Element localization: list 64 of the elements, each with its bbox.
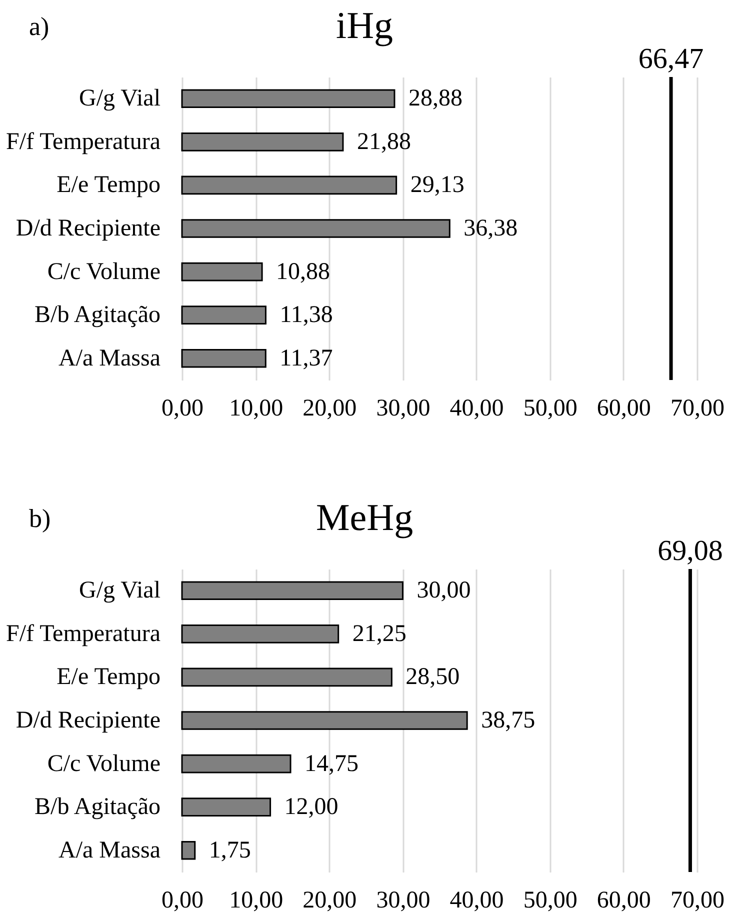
y-tick-label: C/c Volume: [47, 258, 160, 285]
text: a): [29, 12, 50, 41]
ref-line-label: 69,08: [658, 535, 723, 567]
y-tick-label: A/a Massa: [58, 345, 161, 372]
x-tick-label: 30,00: [376, 888, 430, 914]
bar: [181, 176, 398, 195]
y-tick-label: E/e Tempo: [56, 664, 160, 690]
bar: [181, 348, 266, 368]
data-label: 38,75: [481, 708, 536, 734]
x-tick-label: 70,00: [670, 888, 724, 914]
y-tick-label: F/f Temperatura: [6, 620, 161, 647]
bar: [181, 262, 263, 282]
bar: [181, 624, 340, 644]
bar: [181, 132, 344, 152]
data-label: 36,38: [464, 216, 518, 242]
data-label: 10,88: [276, 258, 330, 285]
y-tick-label: D/d Recipiente: [16, 708, 160, 734]
data-label: 28,88: [408, 86, 462, 112]
y-tick-label: E/e Tempo: [56, 172, 160, 198]
x-tick-label: 50,00: [523, 888, 578, 914]
y-tick-label: F/f Temperatura: [6, 128, 161, 155]
chart-title: MeHg: [316, 497, 414, 539]
bar: [181, 219, 450, 238]
data-label: 30,00: [416, 578, 471, 604]
data-label: 21,25: [352, 620, 406, 647]
y-tick-label: G/g Vial: [79, 86, 161, 112]
bar: [181, 798, 272, 816]
x-tick-label: 20,00: [302, 888, 357, 914]
bar: [181, 711, 468, 730]
x-tick-label: 20,00: [302, 396, 357, 422]
y-tick-label: C/c Volume: [47, 750, 160, 777]
x-tick-label: 10,00: [229, 888, 284, 914]
data-label: 28,50: [406, 664, 460, 690]
ref-line-label: 66,47: [638, 43, 704, 75]
data-label: 11,37: [280, 345, 333, 372]
bar: [181, 306, 266, 324]
data-label: 12,00: [284, 794, 338, 820]
y-tick-label: B/b Agitação: [34, 302, 160, 328]
x-tick-label: 0,00: [162, 396, 204, 422]
bar: [181, 89, 396, 108]
bar: [181, 754, 292, 774]
x-tick-label: 70,00: [670, 396, 724, 422]
data-label: 11,38: [280, 302, 333, 328]
x-tick-label: 50,00: [523, 396, 578, 422]
text: b): [29, 504, 51, 533]
data-label: 14,75: [304, 750, 359, 777]
data-label: 1,75: [208, 837, 251, 864]
x-tick-label: 30,00: [376, 396, 430, 422]
x-tick-label: 60,00: [596, 888, 651, 914]
y-tick-label: B/b Agitação: [34, 794, 160, 820]
x-tick-label: 60,00: [596, 396, 651, 422]
data-label: 21,88: [356, 128, 411, 155]
bar: [181, 581, 404, 600]
bar: [181, 840, 196, 860]
x-tick-label: 40,00: [450, 888, 504, 914]
x-tick-label: 0,00: [162, 888, 204, 914]
y-tick-label: G/g Vial: [79, 578, 161, 604]
y-tick-label: A/a Massa: [58, 837, 161, 864]
y-tick-label: D/d Recipiente: [16, 216, 160, 242]
data-label: 29,13: [410, 172, 464, 198]
chart-title: iHg: [336, 5, 394, 47]
x-tick-label: 10,00: [229, 396, 284, 422]
x-tick-label: 40,00: [450, 396, 504, 422]
bar: [181, 668, 392, 687]
